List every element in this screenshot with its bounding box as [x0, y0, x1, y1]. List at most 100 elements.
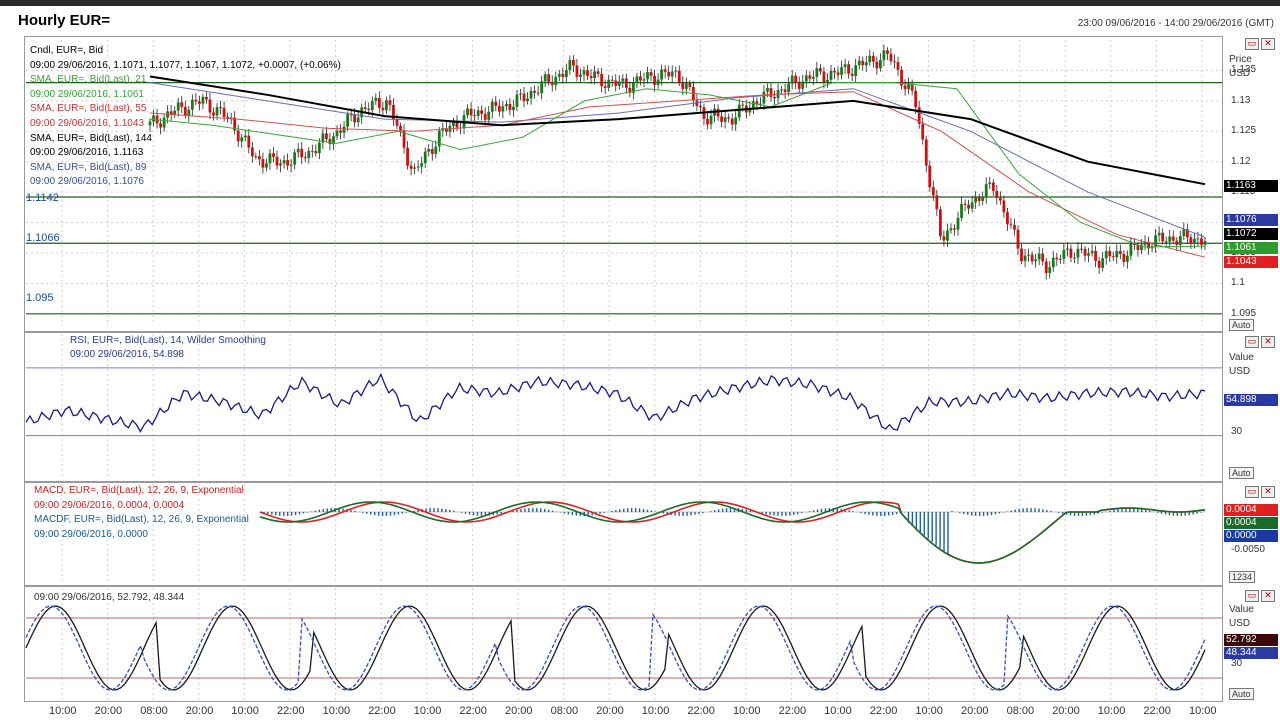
candle-body	[850, 73, 854, 77]
stoch-tick: 30	[1231, 658, 1243, 669]
candle-body	[1087, 253, 1090, 256]
macd-tick: -0.0050	[1231, 544, 1265, 555]
candle-body	[737, 104, 741, 118]
candle-body	[434, 146, 438, 154]
macd-minimize-icon[interactable]: ▭	[1245, 486, 1259, 498]
candle-body	[1136, 245, 1140, 251]
candle-body	[222, 107, 226, 117]
candle-body	[1147, 241, 1150, 249]
macd-legend-line-2: MACDF, EUR=, Bid(Last), 12, 26, 9, Expon…	[34, 514, 249, 525]
candle-body	[1027, 254, 1030, 256]
rsi-line	[25, 372, 1206, 433]
candle-body	[208, 99, 212, 113]
candle-body	[423, 151, 427, 164]
candle-body	[826, 79, 829, 83]
candle-body	[956, 217, 960, 230]
candle-body	[543, 74, 547, 82]
candle-body	[928, 165, 932, 188]
candle-body	[1048, 267, 1052, 274]
top-toolbar[interactable]	[0, 0, 1280, 6]
candle-body	[236, 130, 240, 142]
candle-body	[504, 104, 508, 107]
rsi-tick: 30	[1231, 426, 1243, 437]
rsi-auto-button[interactable]: Auto	[1229, 467, 1254, 479]
candle-body	[536, 92, 540, 94]
candle-body	[910, 84, 914, 91]
price-tick: 1.1	[1231, 277, 1245, 289]
candle-body	[349, 114, 353, 116]
candle-body	[282, 160, 286, 164]
candle-body	[169, 111, 173, 115]
candle-body	[325, 133, 328, 140]
level-label-1: 1.1142	[26, 192, 59, 204]
candle-body	[600, 73, 604, 87]
rsi-axis-unit: USD	[1229, 366, 1251, 377]
candle-body	[649, 72, 653, 76]
rsi-close-icon[interactable]: ✕	[1261, 336, 1275, 348]
candle-body	[660, 69, 664, 80]
sma-144-line	[149, 75, 1206, 186]
time-tick-label: 20:00	[961, 705, 989, 717]
candle-body	[1055, 257, 1059, 260]
macd-panel[interactable]	[24, 482, 1223, 586]
candle-body	[617, 81, 621, 86]
candle-body	[388, 100, 392, 105]
candle-body	[339, 130, 342, 133]
candle-body	[730, 118, 734, 125]
price-legend-line-5: 09:00 29/06/2016, 1.1043	[30, 118, 144, 129]
stoch-tag: 48.344	[1224, 647, 1278, 659]
candle-body	[582, 70, 586, 75]
candle-body	[751, 101, 755, 108]
candle-body	[931, 187, 935, 196]
candle-body	[162, 117, 166, 128]
rsi-panel[interactable]	[24, 332, 1223, 482]
candle-body	[1129, 243, 1133, 256]
rsi-minimize-icon[interactable]: ▭	[1245, 336, 1259, 348]
candle-body	[247, 135, 251, 148]
candle-body	[261, 159, 265, 168]
candle-body	[1196, 238, 1200, 240]
time-tick-label: 10:00	[231, 705, 259, 717]
stoch-axis-title: Value	[1229, 604, 1254, 615]
stoch-close-icon[interactable]: ✕	[1261, 590, 1275, 602]
candle-body	[399, 125, 402, 131]
time-tick-label: 08:00	[140, 705, 168, 717]
candle-body	[783, 89, 787, 93]
candle-body	[1065, 248, 1069, 250]
close-icon[interactable]: ✕	[1261, 38, 1275, 50]
price-tag: 1.1043	[1224, 256, 1278, 268]
candle-body	[628, 87, 632, 93]
candle-body	[907, 84, 911, 90]
auto-scale-button[interactable]: Auto	[1229, 319, 1254, 331]
candle-body	[289, 164, 293, 166]
time-tick-label: 20:00	[505, 705, 533, 717]
candle-body	[903, 85, 907, 90]
candle-body	[1157, 232, 1161, 236]
price-tag: 1.1072	[1224, 228, 1278, 240]
candle-body	[864, 62, 868, 66]
price-panel[interactable]	[24, 36, 1223, 332]
candle-body	[871, 55, 875, 62]
candle-body	[152, 115, 155, 122]
candle-body	[586, 70, 589, 76]
time-tick-label: 22:00	[459, 705, 487, 717]
candle-body	[847, 64, 851, 74]
minimize-icon[interactable]: ▭	[1245, 38, 1259, 50]
candle-body	[494, 101, 498, 106]
candle-body	[974, 197, 978, 203]
candle-body	[363, 107, 367, 109]
macd-close-icon[interactable]: ✕	[1261, 486, 1275, 498]
stoch-auto-button[interactable]: Auto	[1229, 688, 1254, 700]
macd-line	[259, 501, 1206, 564]
candle-body	[635, 76, 639, 84]
macd-axis: ▭ ✕ 0.0004 0.0004 0.0000 -0.0050 1234	[1223, 482, 1280, 586]
stoch-minimize-icon[interactable]: ▭	[1245, 590, 1259, 602]
candle-body	[497, 105, 501, 112]
macd-auto-button[interactable]: 1234	[1229, 571, 1256, 583]
candle-body	[787, 83, 791, 93]
candle-body	[522, 93, 526, 102]
candle-body	[353, 114, 357, 123]
candle-body	[833, 70, 836, 73]
price-legend-line-7: 09:00 29/06/2016, 1.1163	[30, 147, 144, 159]
